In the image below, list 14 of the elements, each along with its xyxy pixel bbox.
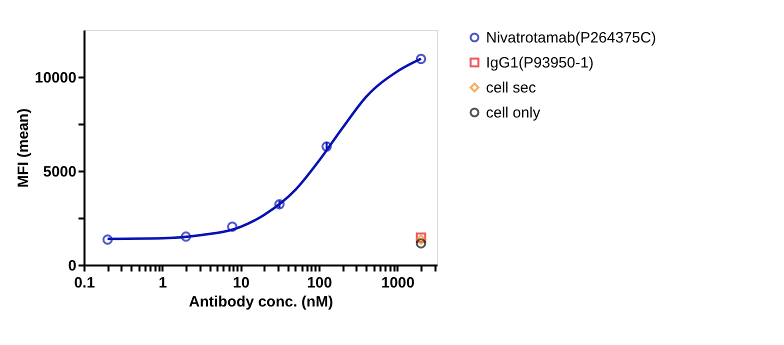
x-tick-label: 1000: [381, 274, 415, 292]
y-tick-label: 5000: [43, 164, 76, 180]
legend-label: cell sec: [486, 80, 537, 96]
x-tick-label: 10: [232, 274, 250, 292]
x-tick-label: 0.1: [74, 274, 95, 292]
x-tick-label: 100: [307, 274, 332, 292]
legend-label: Nivatrotamab(P264375C): [486, 30, 656, 46]
y-tick-label: 0: [68, 258, 76, 274]
x-tick-label: 1: [158, 274, 168, 292]
y-axis-title: MFI (mean): [14, 108, 32, 188]
x-axis-title: Antibody conc. (nM): [188, 294, 334, 310]
legend-label: IgG1(P93950-1): [486, 54, 594, 72]
legend-label: cell only: [486, 104, 541, 122]
y-tick-label: 10000: [34, 70, 76, 86]
